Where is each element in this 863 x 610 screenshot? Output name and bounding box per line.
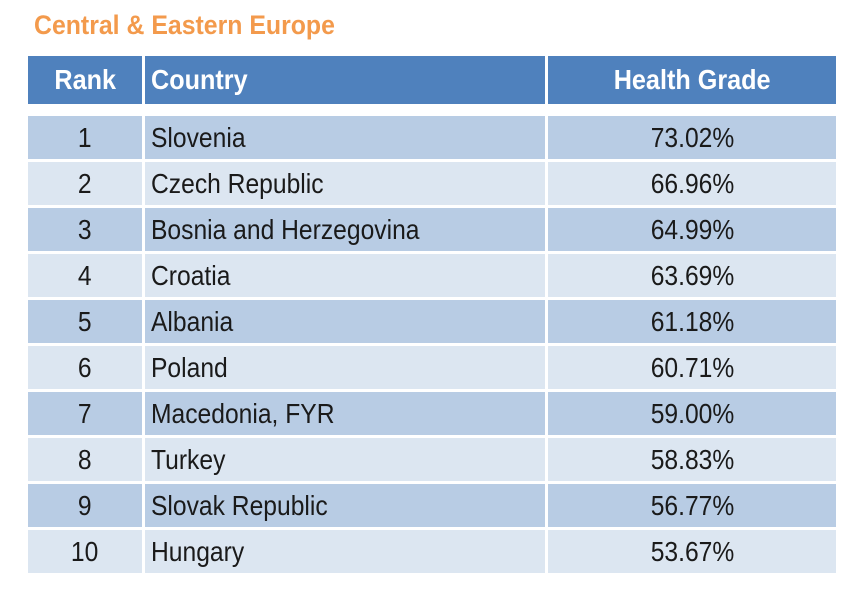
rank-value: 8 [78,443,92,475]
grade-cell: 66.96% [548,162,836,205]
country-cell: Croatia [145,254,545,297]
country-cell: Macedonia, FYR [145,392,545,435]
rank-cell: 2 [28,162,142,205]
header-country-label: Country [151,64,248,95]
grade-cell: 59.00% [548,392,836,435]
rank-value: 4 [78,259,92,291]
country-value: Czech Republic [151,167,324,199]
grade-value: 73.02% [650,121,734,153]
rank-cell: 7 [28,392,142,435]
rank-value: 7 [78,397,92,429]
country-cell: Turkey [145,438,545,481]
grade-value: 58.83% [650,443,734,475]
country-value: Macedonia, FYR [151,397,335,429]
rank-cell: 4 [28,254,142,297]
grade-value: 60.71% [650,351,734,383]
rank-cell: 9 [28,484,142,527]
grade-value: 59.00% [650,397,734,429]
page-title: Central & Eastern Europe [34,10,335,40]
grade-cell: 56.77% [548,484,836,527]
grade-value: 66.96% [650,167,734,199]
rank-cell: 8 [28,438,142,481]
rank-value: 6 [78,351,92,383]
country-value: Slovenia [151,121,246,153]
rank-cell: 6 [28,346,142,389]
country-value: Poland [151,351,228,383]
grade-cell: 61.18% [548,300,836,343]
rank-value: 2 [78,167,92,199]
grade-value: 53.67% [650,535,734,567]
header-rank-label: Rank [54,64,116,95]
header-spacer [28,104,836,116]
rank-value: 3 [78,213,92,245]
grade-cell: 60.71% [548,346,836,389]
grade-cell: 63.69% [548,254,836,297]
grade-value: 64.99% [650,213,734,245]
grade-cell: 73.02% [548,116,836,159]
header-health-grade-label: Health Grade [613,64,771,95]
country-value: Turkey [151,443,226,475]
rank-value: 5 [78,305,92,337]
grade-value: 56.77% [650,489,734,521]
grade-cell: 58.83% [548,438,836,481]
rank-value: 1 [78,121,92,153]
header-rank: Rank [28,56,142,104]
country-cell: Slovak Republic [145,484,545,527]
rank-cell: 5 [28,300,142,343]
country-cell: Bosnia and Herzegovina [145,208,545,251]
rank-cell: 10 [28,530,142,573]
rank-value: 9 [78,489,92,521]
country-cell: Poland [145,346,545,389]
header-country: Country [145,56,545,104]
country-cell: Hungary [145,530,545,573]
ranking-table: Rank Country Health Grade 1 Slovenia 73.… [28,56,836,576]
grade-value: 63.69% [650,259,734,291]
country-value: Croatia [151,259,231,291]
country-value: Slovak Republic [151,489,328,521]
grade-value: 61.18% [650,305,734,337]
rank-cell: 1 [28,116,142,159]
country-cell: Albania [145,300,545,343]
country-cell: Slovenia [145,116,545,159]
country-cell: Czech Republic [145,162,545,205]
country-value: Albania [151,305,234,337]
rank-cell: 3 [28,208,142,251]
country-value: Bosnia and Herzegovina [151,213,420,245]
rank-value: 10 [71,535,99,567]
grade-cell: 53.67% [548,530,836,573]
country-value: Hungary [151,535,245,567]
grade-cell: 64.99% [548,208,836,251]
header-health-grade: Health Grade [548,56,836,104]
